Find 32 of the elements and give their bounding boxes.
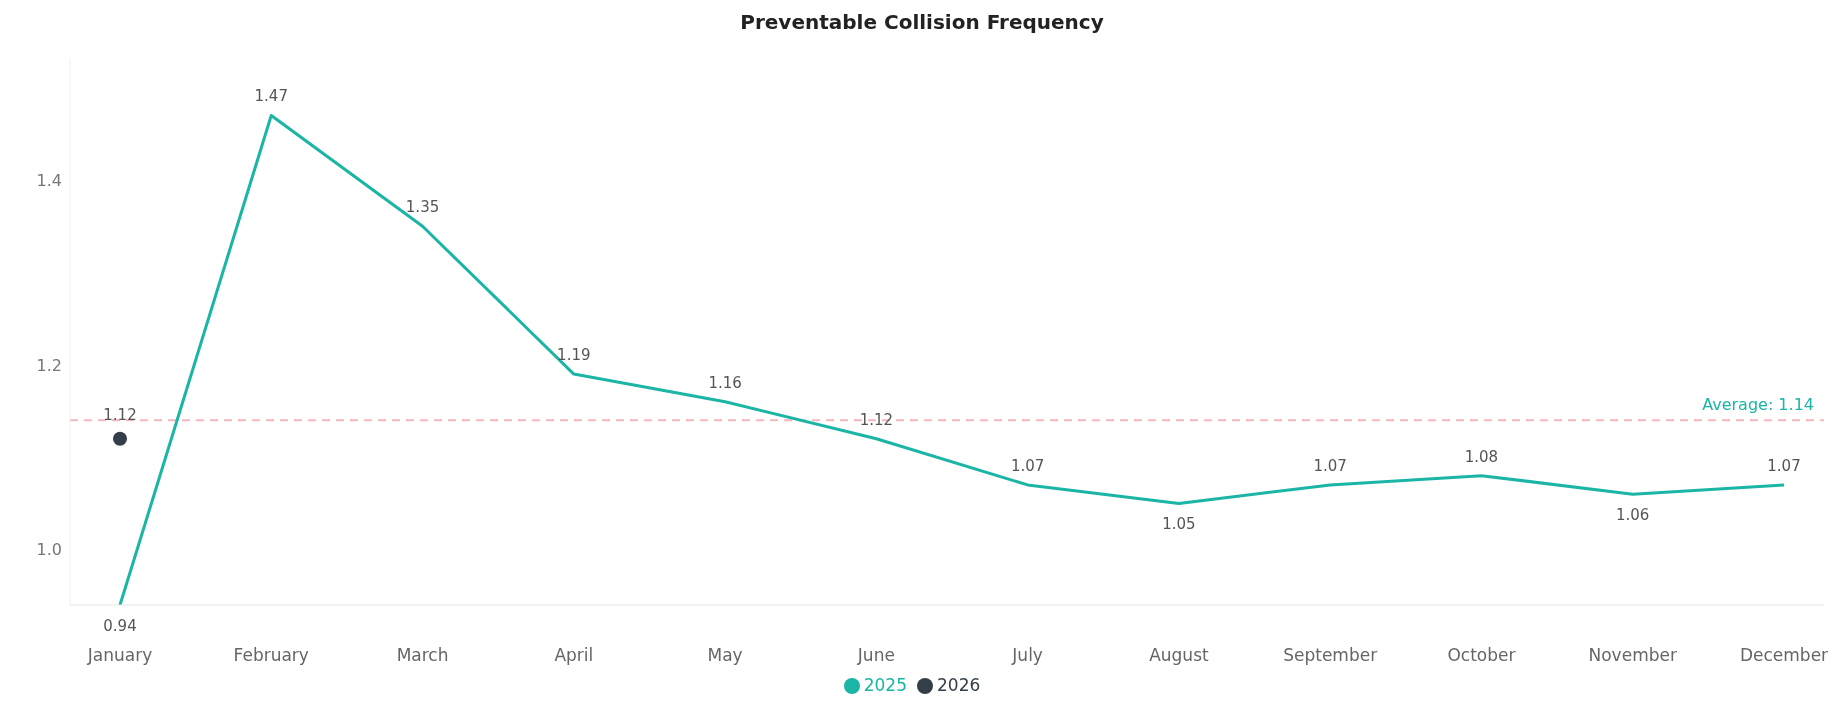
x-tick-label: November [1588,645,1677,666]
x-tick-label: May [707,645,743,666]
data-label: 1.06 [1616,506,1650,525]
data-label: 0.94 [103,617,137,635]
x-tick-label: March [396,645,449,666]
data-label: 1.07 [1767,456,1801,475]
chart-title: Preventable Collision Frequency [739,10,1105,34]
data-label: 1.12 [103,406,137,425]
x-tick-label: June [856,645,895,666]
data-label: 1.47 [254,87,288,106]
x-tick-label: October [1447,645,1516,666]
data-label: 1.19 [557,346,591,365]
data-label: 1.07 [1313,456,1347,475]
data-label: 1.35 [405,198,440,217]
ref-line-label: Average: 1.14 [1702,395,1814,415]
x-tick-label: July [1011,645,1043,666]
x-tick-label: February [233,645,309,666]
x-tick-label: January [86,645,153,666]
x-tick-label: December [1739,645,1829,666]
y-tick-label: 1.4 [36,170,62,190]
y-tick-label: 1.2 [36,355,62,375]
x-tick-label: September [1283,645,1378,666]
x-tick-label: August [1149,645,1209,666]
data-label: 1.07 [1010,456,1045,475]
y-tick-label: 1.0 [36,540,62,560]
legend-label: 2026 [937,675,981,695]
data-label: 1.12 [859,410,894,429]
data-label: 1.08 [1464,447,1499,466]
data-label: 1.16 [708,373,742,392]
x-tick-label: April [554,645,594,666]
data-label: 1.05 [1162,515,1196,534]
legend-label: 2025 [863,675,907,695]
